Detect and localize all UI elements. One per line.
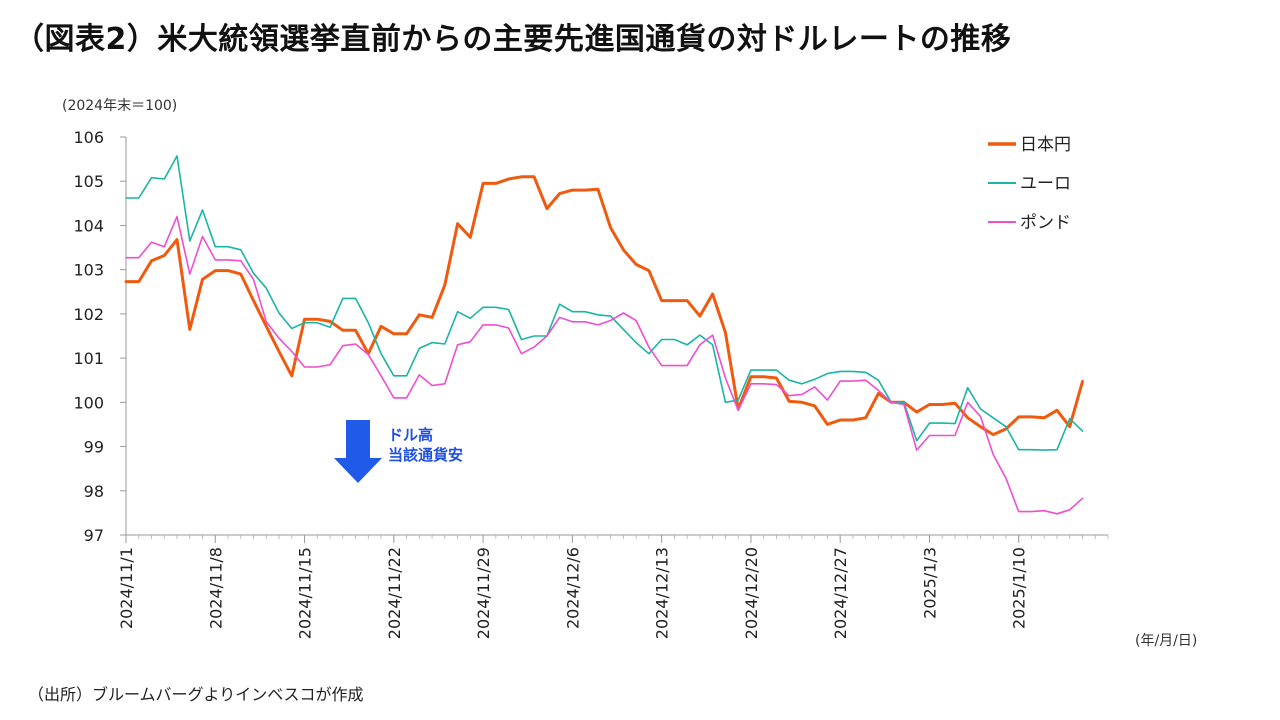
- chart-title: （図表2）米大統領選挙直前からの主要先進国通貨の対ドルレートの推移: [14, 22, 1012, 57]
- x-axis-unit-label: (年/月/日): [1135, 633, 1198, 649]
- x-tick-label: 2024/11/29: [474, 547, 493, 639]
- legend-label: 日本円: [1020, 135, 1071, 155]
- y-tick-label: 101: [73, 349, 104, 368]
- series-line-2: [125, 215, 1084, 515]
- down-arrow-icon: [334, 420, 382, 483]
- y-tick-label: 102: [73, 305, 104, 324]
- y-tick-label: 105: [73, 172, 104, 191]
- annotation-line-1: ドル高: [388, 426, 433, 444]
- y-tick-label: 98: [84, 482, 104, 501]
- y-axis: 97 98 99 100 101 102 103 104 105 106: [73, 128, 127, 545]
- legend-label: ユーロ: [1020, 174, 1071, 194]
- x-tick-label: 2024/12/13: [653, 547, 672, 639]
- x-tick-label: 2024/12/6: [563, 547, 582, 629]
- series-lines: [124, 155, 1084, 515]
- y-axis-unit-label: (2024年末＝100): [62, 98, 178, 114]
- series-line-0: [124, 175, 1084, 437]
- y-tick-label: 104: [73, 216, 104, 235]
- x-tick-label: 2024/11/22: [385, 547, 404, 639]
- dollar-strength-annotation: ドル高 当該通貨安: [334, 420, 463, 483]
- x-tick-label: 2024/12/27: [831, 547, 850, 639]
- x-tick-label: 2025/1/3: [920, 547, 939, 619]
- legend-label: ポンド: [1020, 213, 1071, 233]
- y-tick-label: 106: [73, 128, 104, 147]
- x-tick-label: 2025/1/10: [1010, 547, 1029, 629]
- x-tick-label: 2024/11/15: [296, 547, 315, 639]
- x-axis: 2024/11/1 2024/11/8 2024/11/15 2024/11/22 20…: [117, 534, 1109, 639]
- x-tick-label: 2024/12/20: [742, 547, 761, 639]
- x-tick-label: 2024/11/1: [117, 547, 136, 629]
- y-tick-label: 103: [73, 261, 104, 280]
- series-line-1: [125, 155, 1084, 451]
- x-tick-label: 2024/11/8: [206, 547, 225, 629]
- y-tick-label: 100: [73, 393, 104, 412]
- y-tick-label: 97: [84, 526, 104, 545]
- annotation-line-2: 当該通貨安: [388, 446, 463, 464]
- source-note: （出所）ブルームバーグよりインベスコが作成: [28, 685, 364, 704]
- y-tick-label: 99: [84, 438, 104, 457]
